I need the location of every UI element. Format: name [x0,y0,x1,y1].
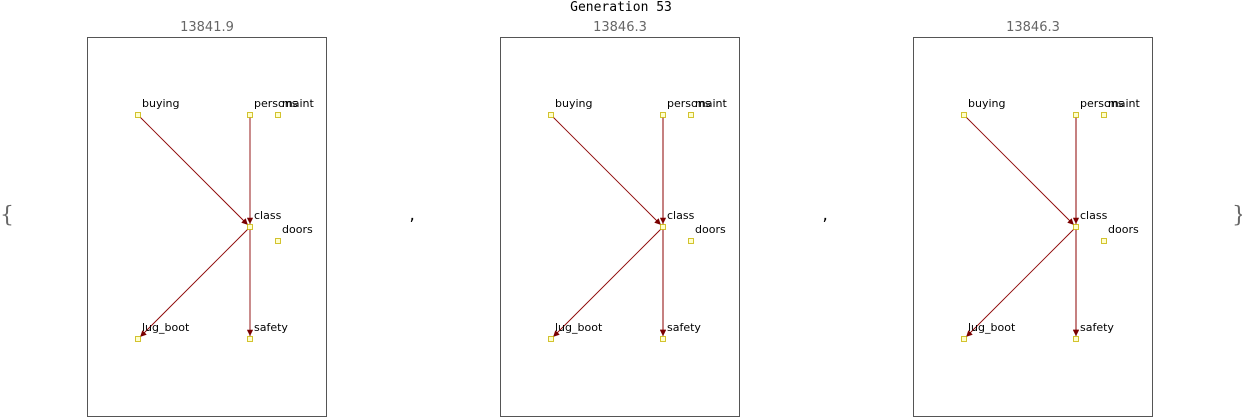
separator-comma: , [821,208,830,224]
edge-class-to-lug_boot [139,226,251,338]
node-class [1073,224,1079,230]
node-label-doors: doors [695,223,726,236]
edge-class-to-lug_boot [552,226,664,338]
edge-buying-to-class [963,114,1075,226]
node-label-buying: buying [555,97,592,110]
node-safety [1073,336,1079,342]
edge-class-to-lug_boot [965,226,1077,338]
node-buying [961,112,967,118]
node-doors [688,238,694,244]
network-panel: buying persons maint class doors lug_boot safe… [913,37,1153,417]
node-class [247,224,253,230]
separator-comma: , [408,208,417,224]
open-brace: { [0,203,14,228]
node-label-maint: maint [282,97,314,110]
node-label-doors: doors [282,223,313,236]
node-lug_boot [961,336,967,342]
node-doors [1101,238,1107,244]
node-label-class: class [1080,209,1108,222]
node-persons [660,112,666,118]
node-persons [247,112,253,118]
close-brace: } [1232,203,1242,229]
node-label-doors: doors [1108,223,1139,236]
node-label-lug_boot: lug_boot [142,321,190,334]
node-label-persons: persons [254,97,298,110]
node-persons [1073,112,1079,118]
node-label-safety: safety [1080,321,1114,334]
node-doors [275,238,281,244]
node-lug_boot [548,336,554,342]
node-label-safety: safety [667,321,701,334]
network-score: 13841.9 [180,20,234,35]
edge-buying-to-class [550,114,662,226]
node-label-maint: maint [1108,97,1140,110]
node-buying [548,112,554,118]
node-label-lug_boot: lug_boot [968,321,1016,334]
node-maint [275,112,281,118]
network-score: 13846.3 [1006,20,1060,35]
node-label-buying: buying [142,97,179,110]
node-label-class: class [667,209,695,222]
node-lug_boot [135,336,141,342]
node-maint [688,112,694,118]
node-maint [1101,112,1107,118]
node-label-persons: persons [1080,97,1124,110]
node-buying [135,112,141,118]
edge-buying-to-class [137,114,249,226]
node-label-class: class [254,209,282,222]
node-label-maint: maint [695,97,727,110]
node-label-lug_boot: lug_boot [555,321,603,334]
generation-title: Generation 53 [570,0,672,15]
network-panel: buying persons maint class doors lug_boot safe… [87,37,327,417]
node-safety [247,336,253,342]
node-class [660,224,666,230]
node-label-persons: persons [667,97,711,110]
node-label-buying: buying [968,97,1005,110]
node-label-safety: safety [254,321,288,334]
network-score: 13846.3 [593,20,647,35]
network-panel: buying persons maint class doors lug_boot safe… [500,37,740,417]
node-safety [660,336,666,342]
